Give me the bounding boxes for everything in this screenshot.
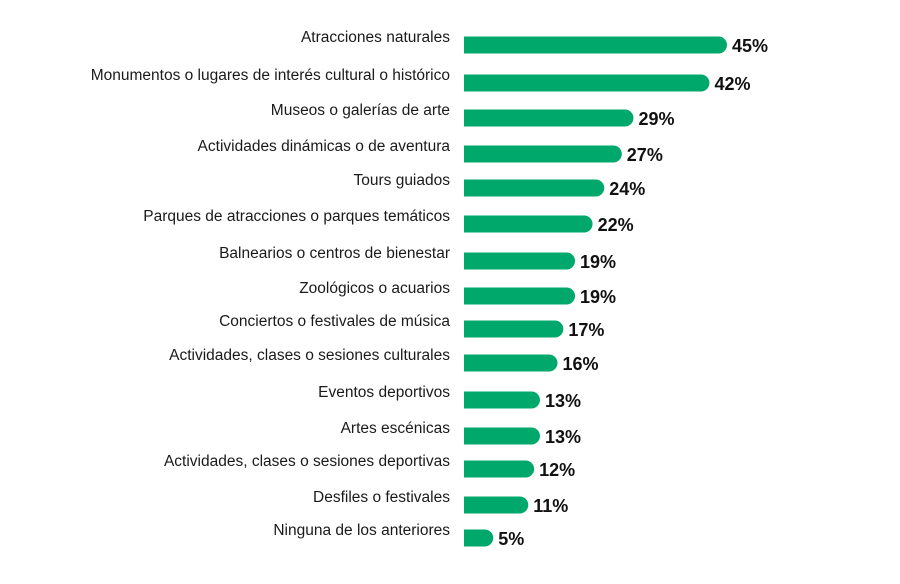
value-label: 13% — [545, 391, 581, 411]
bar — [464, 460, 535, 478]
value-label: 13% — [545, 427, 581, 447]
category-label: Eventos deportivos — [318, 384, 450, 401]
category-label: Conciertos o festivales de música — [219, 313, 450, 330]
bar — [464, 252, 576, 270]
value-label: 42% — [714, 74, 750, 94]
value-label: 11% — [533, 496, 568, 516]
value-label: 5% — [498, 529, 524, 549]
bar — [464, 36, 727, 54]
value-label: 22% — [598, 215, 634, 235]
category-label: Atracciones naturales — [301, 29, 450, 46]
category-label: Actividades dinámicas o de aventura — [198, 138, 451, 155]
value-label: 45% — [732, 36, 768, 56]
value-label: 27% — [627, 145, 663, 165]
category-label: Museos o galerías de arte — [271, 102, 450, 119]
category-label: Actividades, clases o sesiones culturale… — [169, 347, 450, 364]
bar — [464, 74, 710, 92]
category-label: Zoológicos o acuarios — [299, 280, 450, 297]
category-label: Monumentos o lugares de interés cultural… — [91, 67, 450, 84]
category-label: Tours guiados — [353, 172, 450, 189]
bar — [464, 215, 593, 233]
category-label: Parques de atracciones o parques temátic… — [143, 208, 450, 225]
value-label: 19% — [580, 252, 616, 272]
value-label: 16% — [563, 354, 599, 374]
category-label: Actividades, clases o sesiones deportiva… — [164, 453, 450, 470]
category-label: Ninguna de los anteriores — [273, 522, 450, 539]
bar — [464, 427, 540, 445]
bar — [464, 496, 529, 514]
bar — [464, 391, 540, 409]
bar — [464, 320, 564, 338]
value-label: 29% — [638, 109, 674, 129]
value-label: 24% — [609, 179, 645, 199]
bar — [464, 109, 634, 127]
value-label: 17% — [568, 320, 604, 340]
category-label: Balnearios o centros de bienestar — [219, 245, 450, 262]
value-label: 12% — [539, 460, 575, 480]
bar — [464, 354, 558, 372]
category-label: Desfiles o festivales — [313, 489, 450, 506]
bar — [464, 529, 494, 547]
value-label: 19% — [580, 287, 616, 307]
category-label: Artes escénicas — [341, 420, 451, 437]
bar — [464, 287, 576, 305]
bar — [464, 179, 605, 197]
bar — [464, 145, 622, 163]
